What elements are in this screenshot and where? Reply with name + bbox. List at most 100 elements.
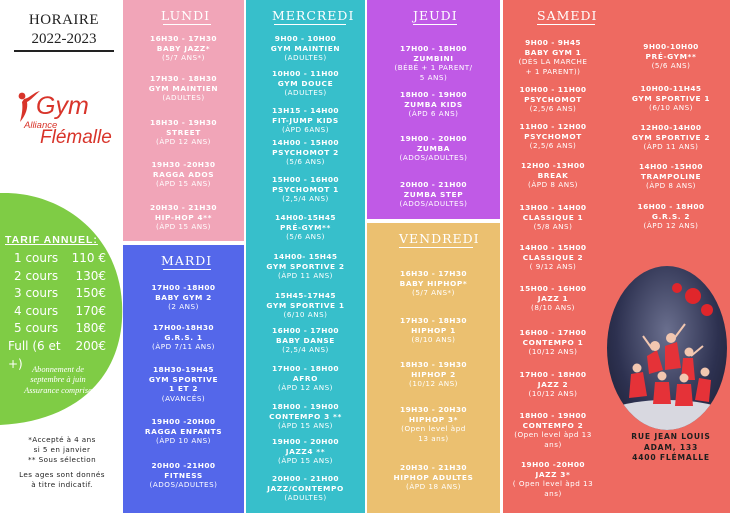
footnote-line: *Accepté à 4 ans bbox=[28, 435, 96, 444]
entry-age: (Open level àpd bbox=[401, 424, 466, 434]
entry-age: ans) bbox=[544, 488, 562, 498]
entry-time: 20H30 - 21H30 bbox=[400, 463, 467, 472]
entry-age: (10/12 ANS) bbox=[528, 389, 578, 399]
schedule-entry: 16H30 - 17H30 BABY JAZZ* (5/7 ANS*) bbox=[123, 34, 244, 63]
tarif-label: 2 cours bbox=[14, 268, 59, 283]
entry-course: ZUMBA STEP bbox=[403, 189, 464, 199]
entry-age: (ÀPD 8 ANS) bbox=[528, 180, 578, 190]
schedule-entry: 11H00 - 12H00 PSYCHOMOT (2,5/6 ANS) bbox=[503, 122, 603, 151]
schedule-entry: 9H00-10H00 PRÉ-GYM** (5/6 ANS) bbox=[615, 42, 727, 71]
entry-course: CLASSIQUE 1 bbox=[522, 212, 584, 222]
schedule-entry: 17H00 - 18H00 JAZZ 2 (10/12 ANS) bbox=[503, 370, 603, 399]
entry-age: (ÀPD 12 ANS) bbox=[278, 383, 333, 393]
entry-age: (ÀPD 12 ANS) bbox=[643, 221, 699, 231]
entry-age: (2,5/4 ANS) bbox=[282, 345, 329, 355]
tarif-row: 1 cours 110 € bbox=[14, 250, 106, 268]
schedule-entry: 9H00 - 9H45 BABY GYM 1 (DÈS LA MARCHE + 1 P… bbox=[503, 38, 603, 76]
schedule-entry: 17H00 -18H00 BABY GYM 2 (2 ANS) bbox=[123, 283, 244, 312]
entry-time: 14H00 -15H00 bbox=[639, 162, 703, 171]
entry-age: (ADULTES) bbox=[284, 88, 327, 98]
entry-course: 1 ET 2 bbox=[168, 384, 199, 394]
entry-age: (BÉBÉ + 1 PARENT/ bbox=[394, 63, 473, 73]
entry-age: (ADULTES) bbox=[284, 53, 327, 63]
entry-age: 5 ANS) bbox=[419, 72, 448, 82]
entry-age: (2,5/6 ANS) bbox=[529, 141, 577, 151]
entry-course: GYM MAINTIEN bbox=[148, 83, 219, 93]
entry-course: GYM SPORTIVE bbox=[148, 374, 219, 384]
schedule-entry: 17H30 - 18H30 GYM MAINTIEN (ADULTES) bbox=[123, 74, 244, 103]
tarif-row: 2 cours 130€ bbox=[14, 268, 106, 286]
schedule-entry: 13H00 - 14H00 CLASSIQUE 1 (5/8 ANS) bbox=[503, 203, 603, 232]
footnote-line: Les ages sont donnés bbox=[19, 469, 105, 479]
entry-age: (ÀPD 6 ANS) bbox=[408, 109, 459, 119]
entry-course: BABY HIPHOP* bbox=[399, 278, 468, 288]
entry-time: 19H00 - 20H00 bbox=[272, 437, 339, 446]
schedule-entry: 17H30 - 18H30 HIPHOP 1 (8/10 ANS) bbox=[367, 316, 500, 345]
entry-time: 17H00 - 18H00 bbox=[400, 44, 467, 53]
club-logo: Gym Alliance Flémalle bbox=[14, 88, 124, 158]
entry-time: 19H00 -20H00 bbox=[151, 417, 216, 426]
entry-time: 20H00 - 21H00 bbox=[400, 180, 467, 189]
entry-course: RAGGA ENFANTS bbox=[144, 426, 223, 436]
entry-course: JAZZ 3* bbox=[535, 469, 571, 479]
column-samedi: SAMEDI 9H00 - 9H45 BABY GYM 1 (DÈS LA MARC… bbox=[503, 0, 730, 513]
entry-time: 18H00 - 19H00 bbox=[400, 90, 467, 99]
tarif-row: 4 cours 170€ bbox=[14, 303, 106, 321]
entry-course: ZUMBINI bbox=[413, 53, 454, 63]
entry-course: JAZZ4 ** bbox=[285, 446, 326, 456]
entry-age: (ÀPD 7/11 ANS) bbox=[152, 342, 215, 352]
tarif-price: 200€ bbox=[75, 338, 106, 353]
entry-time: 18H30-19H45 bbox=[153, 365, 214, 374]
day-title-vendredi: VENDREDI bbox=[399, 231, 480, 246]
address-line: RUE JEAN LOUIS bbox=[631, 432, 711, 441]
tarif-note-line: septembre à juin bbox=[30, 375, 86, 385]
entry-time: 18H30 - 19H30 bbox=[400, 360, 467, 369]
header-title: HORAIRE bbox=[14, 12, 114, 29]
entry-time: 13H15 - 14H00 bbox=[272, 106, 339, 115]
entry-course: PSYCHOMOT 1 bbox=[272, 184, 339, 194]
entry-time: 17H30 - 18H30 bbox=[150, 74, 217, 83]
entry-course: GYM SPORTIVE 2 bbox=[631, 132, 711, 142]
entry-age: (2,5/4 ANS) bbox=[282, 194, 329, 204]
schedule-entry: 18H30-19H45 GYM SPORTIVE 1 ET 2 (AVANCÉS) bbox=[123, 365, 244, 403]
entry-course: ZUMBA KIDS bbox=[404, 99, 463, 109]
schedule-entry: 18H30 - 19H30 STREET (ÀPD 12 ANS) bbox=[123, 118, 244, 147]
schedule-entry: 16H30 - 17H30 BABY HIPHOP* (5/7 ANS*) bbox=[367, 269, 500, 298]
entry-time: 17H30 - 18H30 bbox=[400, 316, 467, 325]
entry-course: CONTEMPO 1 bbox=[522, 337, 584, 347]
schedule-entry: 16H00 - 17H00 BABY DANSE (2,5/4 ANS) bbox=[246, 326, 365, 355]
entry-course: HIPHOP 2 bbox=[411, 369, 456, 379]
column-mercredi: MERCREDI 9H00 - 10H00 GYM MAINTIEN (ADULTE… bbox=[246, 0, 365, 513]
entry-age: (ÀPD 15 ANS) bbox=[156, 222, 211, 232]
entry-age: (ÀPD 6ANS) bbox=[281, 125, 330, 135]
entry-age: (ÀPD 15 ANS) bbox=[278, 456, 333, 466]
entry-course: HIP-HOP 4** bbox=[154, 212, 213, 222]
entry-time: 15H45-17H45 bbox=[275, 291, 336, 300]
entry-age: (ADOS/ADULTES) bbox=[399, 199, 468, 209]
address-line: 4400 FLÉMALLE bbox=[632, 453, 710, 462]
entry-course: JAZZ 1 bbox=[537, 293, 569, 303]
logo-alliance: Alliance bbox=[24, 120, 58, 131]
samedi-right-list: 9H00-10H00 PRÉ-GYM** (5/6 ANS) 10H00-11H45… bbox=[615, 0, 727, 260]
entry-course: PSYCHOMOT bbox=[524, 94, 582, 104]
entry-time: 20H00 - 21H00 bbox=[272, 474, 339, 483]
schedule-entry: 12H00-14H00 GYM SPORTIVE 2 (ÀPD 11 ANS) bbox=[615, 123, 727, 152]
footnotes: *Accepté à 4 ans si 5 en janvier ** Sous… bbox=[8, 435, 116, 490]
entry-age: + 1 PARENT)) bbox=[525, 66, 581, 76]
entry-time: 9H00 - 10H00 bbox=[274, 34, 337, 43]
entry-course: CONTEMPO 2 bbox=[522, 420, 584, 430]
schedule-entry: 18H00 - 19H00 CONTEMPO 2 (Open level àpd 1… bbox=[503, 411, 603, 449]
entry-age: (ÀPD 12 ANS) bbox=[156, 137, 211, 147]
footnote-line: ** Sous sélection bbox=[27, 455, 97, 465]
day-title-jeudi: JEUDI bbox=[413, 8, 458, 23]
entry-age: ( 9/12 ANS) bbox=[529, 262, 577, 272]
entry-age: (ÀPD 11 ANS) bbox=[643, 142, 699, 152]
entry-age: (ÀPD 15 ANS) bbox=[278, 421, 333, 431]
tarif-list: 1 cours 110 € 2 cours 130€ 3 cours 150€ 4 c… bbox=[8, 250, 106, 373]
years-text: 2022-2023 bbox=[31, 31, 97, 47]
schedule-entry: 16H00 - 17H00 CONTEMPO 1 (10/12 ANS) bbox=[503, 328, 603, 357]
entry-time: 19H00 - 20H00 bbox=[400, 134, 467, 143]
address-line: ADAM, 133 bbox=[643, 442, 699, 452]
tarif-price: 110 € bbox=[71, 251, 106, 265]
title-text: HORAIRE bbox=[28, 12, 100, 28]
